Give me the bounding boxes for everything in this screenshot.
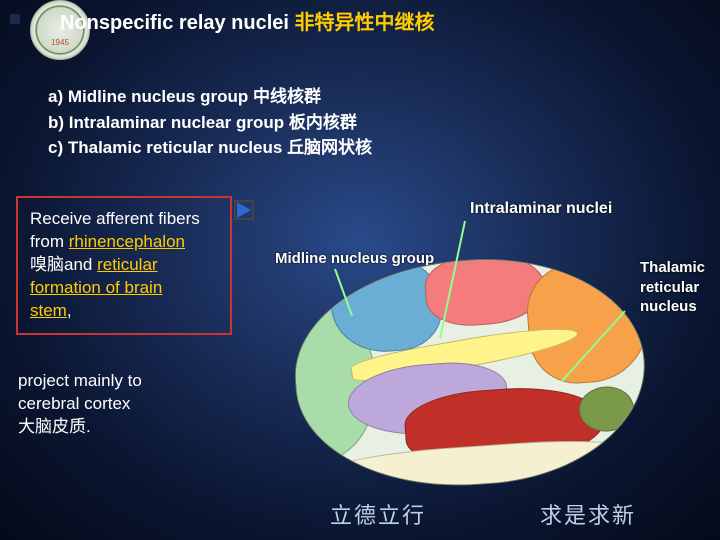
title-cn: 非特异性中继核 bbox=[295, 12, 435, 34]
title-en: Nonspecific relay nuclei bbox=[60, 12, 295, 34]
list-item-b: b) Intralaminar nuclear group 板内核群 bbox=[48, 110, 372, 136]
play-arrow-frame bbox=[234, 200, 254, 220]
afferent-textbox: Receive afferent fibers from rhinencepha… bbox=[16, 196, 232, 335]
motto-left: 立德立行 bbox=[330, 498, 426, 530]
play-arrow-icon bbox=[237, 202, 251, 218]
label-intralaminar: Intralaminar nuclei bbox=[470, 200, 612, 218]
list-item-a: a) Midline nucleus group 中线核群 bbox=[48, 84, 372, 110]
motto-right: 求是求新 bbox=[540, 498, 636, 530]
bullet-square bbox=[10, 14, 20, 24]
nuclei-list: a) Midline nucleus group 中线核群 b) Intrala… bbox=[48, 84, 372, 161]
region-pulvinar bbox=[524, 259, 652, 387]
slide-title: Nonspecific relay nuclei 非特异性中继核 bbox=[60, 6, 435, 35]
projection-paragraph: project mainly to cerebral cortex 大脑皮质. bbox=[18, 370, 142, 439]
list-item-c: c) Thalamic reticular nucleus 丘脑网状核 bbox=[48, 135, 372, 161]
label-thalamic: Thalamic reticular nucleus bbox=[640, 258, 705, 317]
